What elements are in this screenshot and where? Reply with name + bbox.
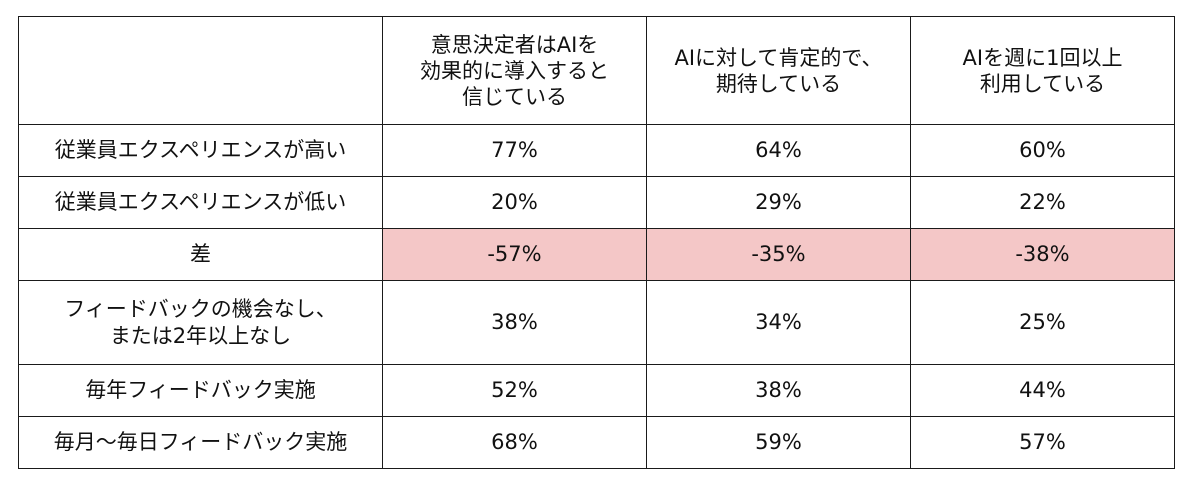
table-cell: 52% (382, 364, 647, 417)
row-label: 従業員エクスペリエンスが高い (18, 124, 383, 177)
row-label-line: 従業員エクスペリエンスが高い (54, 138, 347, 162)
row-label-line: フィードバックの機会なし、 (64, 296, 337, 321)
row-label: 差 (18, 228, 383, 281)
row-label: 毎月～毎日フィードバック実施 (18, 416, 383, 469)
table-cell: 22% (910, 176, 1175, 229)
row-label-line: または2年以上なし (109, 323, 292, 348)
table-cell: 59% (646, 416, 911, 469)
table-cell: 44% (910, 364, 1175, 417)
table-cell: 34% (646, 280, 911, 365)
table-row: 従業員エクスペリエンスが低い 20% 29% 22% (18, 176, 1175, 229)
table-row: 従業員エクスペリエンスが高い 77% 64% 60% (18, 124, 1175, 177)
row-label: フィードバックの機会なし、 または2年以上なし (18, 280, 383, 365)
column-header: 意思決定者はAIを 効果的に導入すると 信じている (382, 16, 647, 125)
table-cell: 57% (910, 416, 1175, 469)
table-cell: 77% (382, 124, 647, 177)
row-label: 従業員エクスペリエンスが低い (18, 176, 383, 229)
table-cell: 29% (646, 176, 911, 229)
table-cell: 25% (910, 280, 1175, 365)
row-label-line: 毎年フィードバック実施 (85, 378, 316, 402)
row-label-line: 従業員エクスペリエンスが低い (54, 190, 347, 214)
difference-cell: -57% (382, 228, 647, 281)
table-cell: 64% (646, 124, 911, 177)
column-header-line: 利用している (979, 71, 1106, 96)
column-header-line: AIに対して肯定的で、 (674, 45, 883, 70)
column-header: AIに対して肯定的で、 期待している (646, 16, 911, 125)
table-cell: 20% (382, 176, 647, 229)
comparison-table: 意思決定者はAIを 効果的に導入すると 信じている AIに対して肯定的で、 期待… (18, 16, 1175, 469)
row-label-line: 差 (190, 242, 211, 266)
table-row: 毎年フィードバック実施 52% 38% 44% (18, 364, 1175, 417)
column-header-line: 意思決定者はAIを (430, 32, 599, 57)
column-header: AIを週に1回以上 利用している (910, 16, 1175, 125)
corner-cell (18, 16, 383, 125)
column-header-line: AIを週に1回以上 (962, 45, 1123, 70)
difference-row: 差 -57% -35% -38% (18, 228, 1175, 281)
difference-cell: -35% (646, 228, 911, 281)
table-cell: 38% (382, 280, 647, 365)
row-label: 毎年フィードバック実施 (18, 364, 383, 417)
table-cell: 68% (382, 416, 647, 469)
difference-cell: -38% (910, 228, 1175, 281)
column-header-line: 効果的に導入すると (420, 58, 609, 83)
table-row: フィードバックの機会なし、 または2年以上なし 38% 34% 25% (18, 280, 1175, 365)
table-row: 毎月～毎日フィードバック実施 68% 59% 57% (18, 416, 1175, 469)
table-cell: 38% (646, 364, 911, 417)
column-header-line: 信じている (462, 84, 567, 109)
column-header-line: 期待している (715, 71, 842, 96)
row-label-line: 毎月～毎日フィードバック実施 (53, 430, 348, 454)
header-row: 意思決定者はAIを 効果的に導入すると 信じている AIに対して肯定的で、 期待… (18, 16, 1175, 125)
table-cell: 60% (910, 124, 1175, 177)
